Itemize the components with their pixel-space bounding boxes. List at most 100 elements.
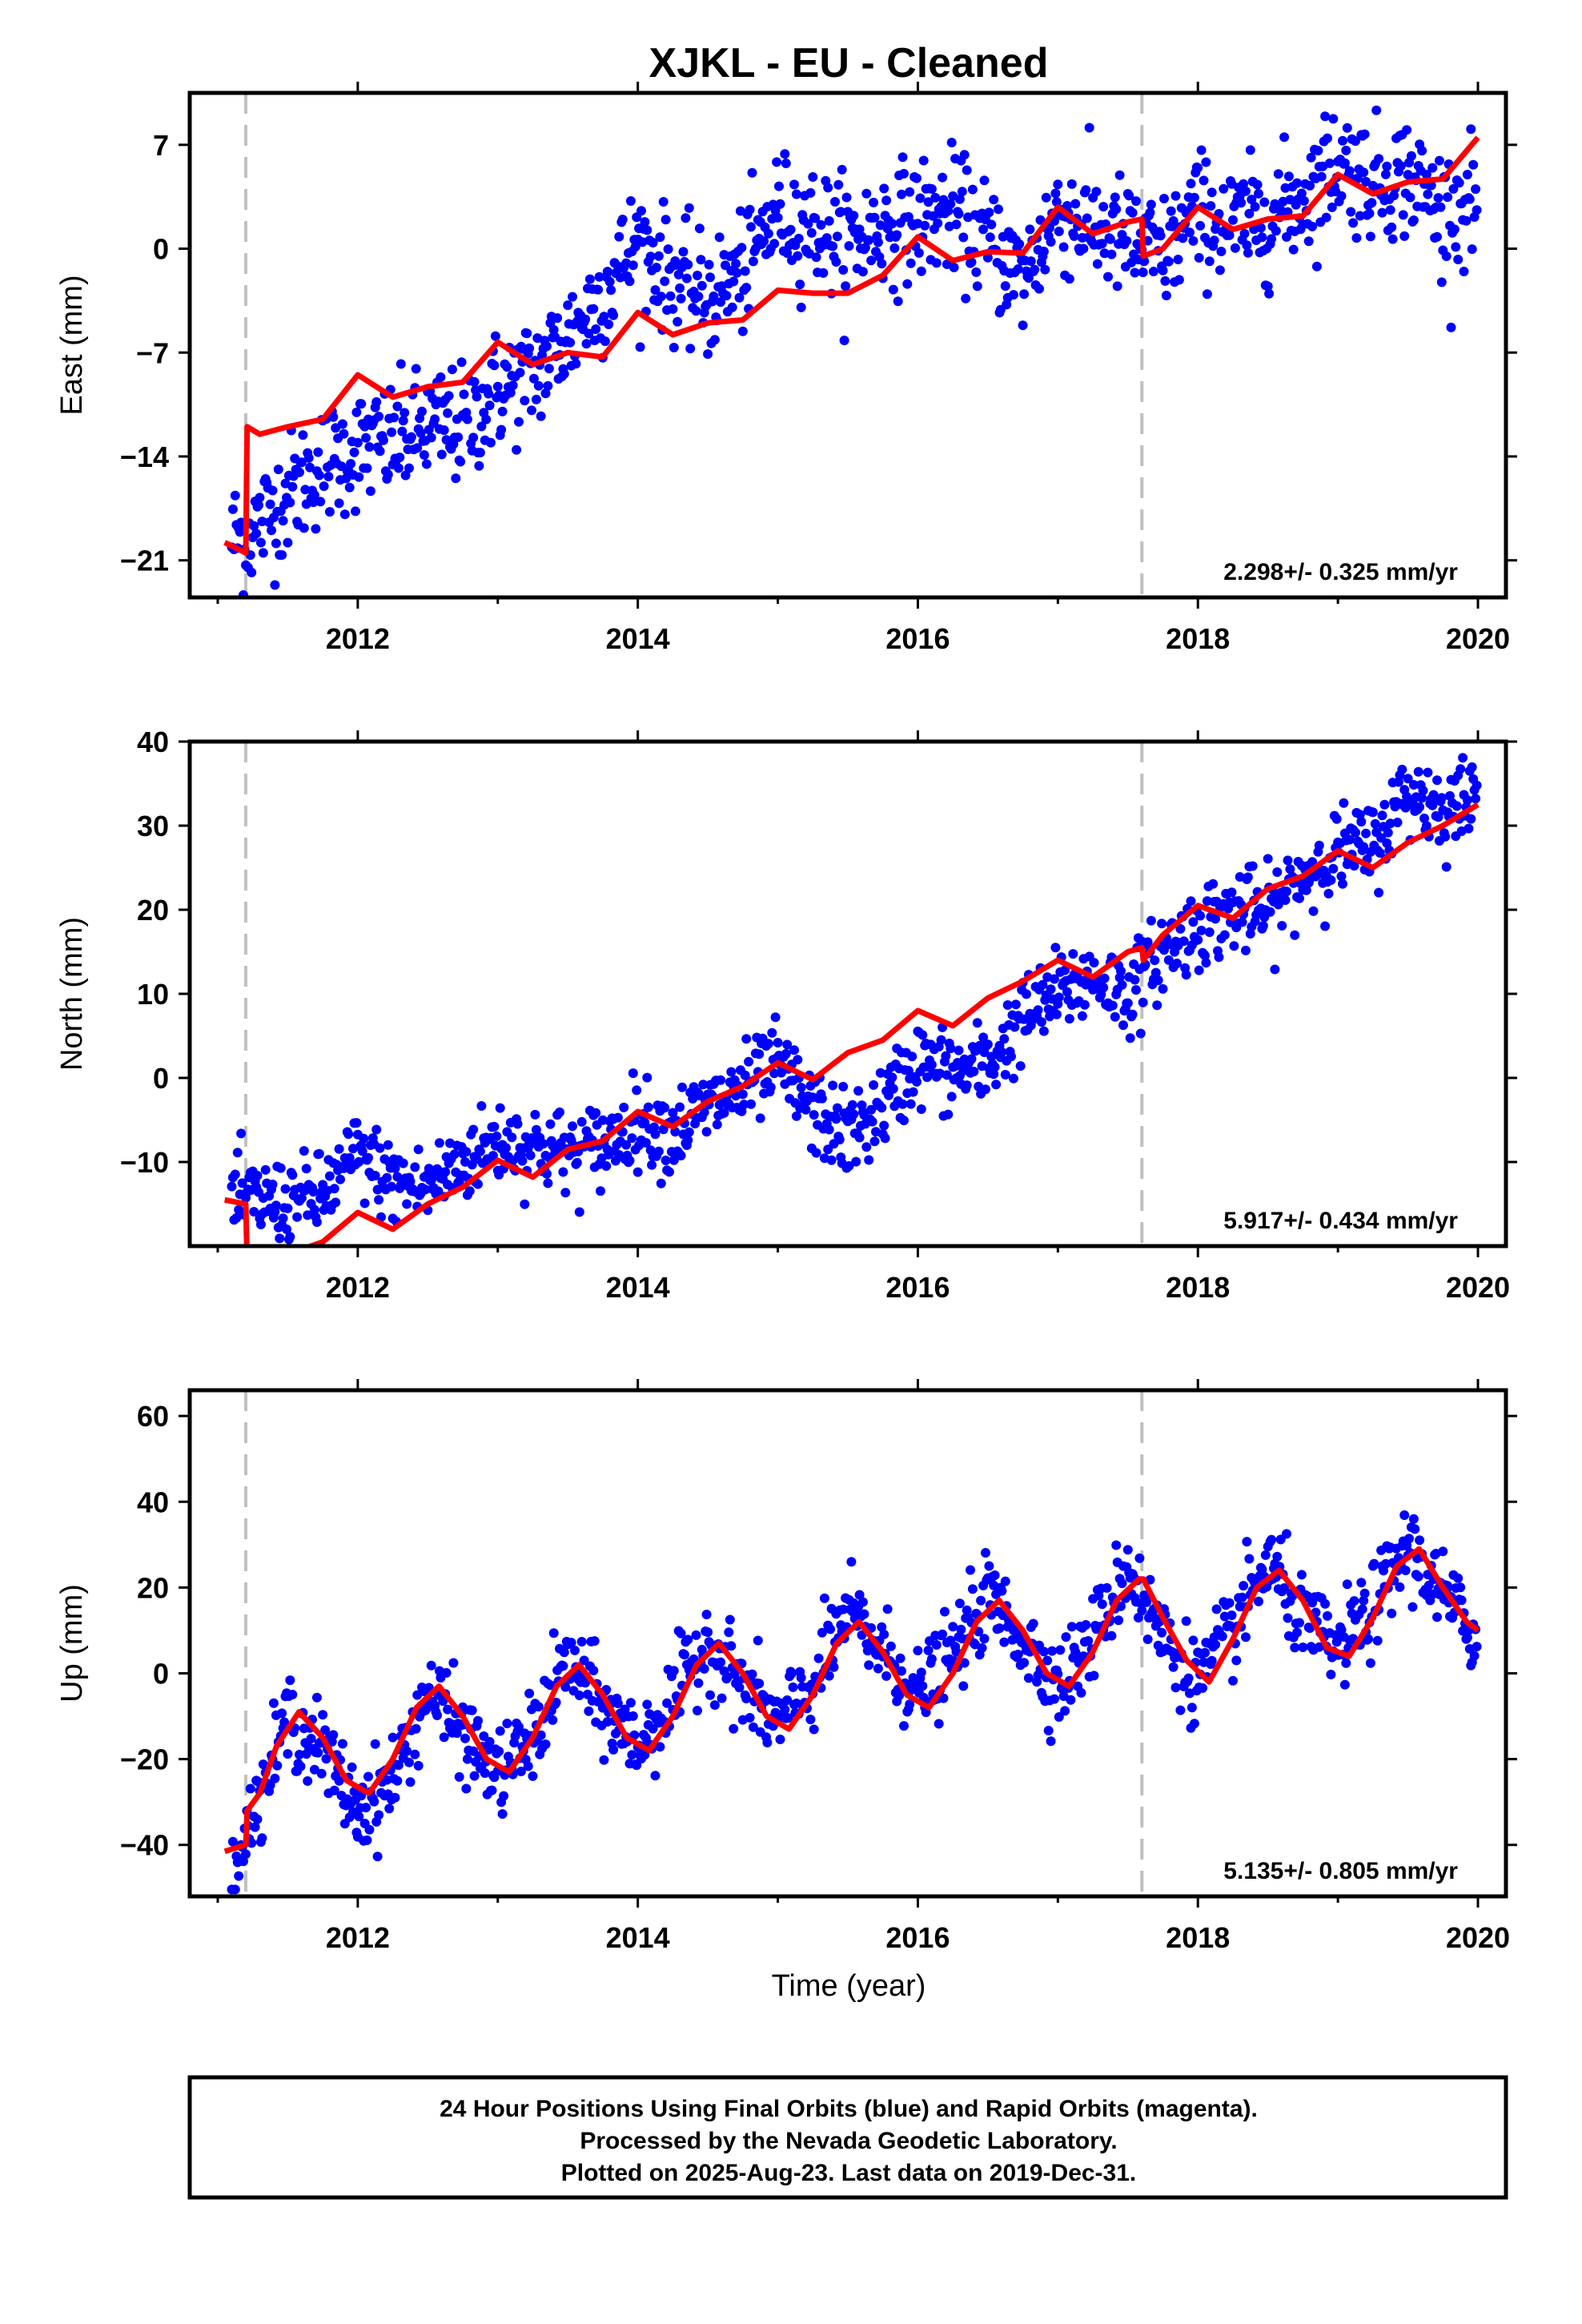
data-point xyxy=(684,1127,694,1137)
data-point xyxy=(405,1176,416,1187)
data-point xyxy=(1239,228,1250,239)
data-point xyxy=(397,426,408,436)
data-point xyxy=(545,1680,556,1691)
data-point xyxy=(809,1110,819,1120)
data-point xyxy=(265,499,275,509)
data-point xyxy=(785,224,796,235)
data-point xyxy=(1338,879,1347,889)
data-point xyxy=(227,504,238,514)
data-point xyxy=(1206,201,1216,211)
data-point xyxy=(299,1146,309,1156)
data-point xyxy=(260,1164,271,1175)
data-point xyxy=(328,412,339,422)
data-point xyxy=(530,1109,540,1120)
data-point xyxy=(309,490,319,501)
data-point xyxy=(551,1697,561,1707)
data-point xyxy=(640,217,650,227)
data-point xyxy=(387,427,397,437)
data-point xyxy=(292,1212,303,1222)
data-point xyxy=(484,1737,495,1747)
y-tick-label: 60 xyxy=(137,1400,169,1433)
data-point xyxy=(563,300,573,311)
data-point xyxy=(650,285,661,296)
data-point xyxy=(1202,896,1212,907)
data-point xyxy=(1432,231,1442,242)
data-point xyxy=(542,341,552,352)
data-point xyxy=(1082,213,1092,223)
data-point xyxy=(1383,827,1393,838)
data-point xyxy=(1305,1623,1315,1633)
data-point xyxy=(729,1723,739,1734)
data-point xyxy=(1361,828,1371,838)
data-point xyxy=(665,291,676,301)
data-point xyxy=(285,1675,295,1686)
data-point xyxy=(701,1127,712,1137)
data-point xyxy=(981,1084,990,1095)
data-point xyxy=(1125,1033,1135,1043)
y-axis-label: North (mm) xyxy=(55,917,89,1071)
data-point xyxy=(962,165,972,175)
data-point xyxy=(737,1089,748,1100)
data-point xyxy=(782,1695,793,1705)
data-point xyxy=(309,1764,319,1775)
data-point xyxy=(936,1035,946,1045)
data-point xyxy=(594,271,604,282)
data-point xyxy=(392,1775,403,1786)
data-point xyxy=(839,336,849,346)
data-point xyxy=(669,343,679,352)
data-point xyxy=(853,1086,864,1096)
data-point xyxy=(747,1669,757,1679)
data-point xyxy=(1214,952,1224,963)
data-point xyxy=(1130,975,1140,985)
data-point xyxy=(1245,145,1255,155)
data-point xyxy=(475,1146,485,1156)
data-point xyxy=(1175,1705,1186,1715)
data-point xyxy=(1009,290,1018,300)
up-panel: 2012 2014 2016 2018 2020 60 40 20 0 −20 −40 Up (mm)… xyxy=(55,1379,1517,1954)
data-point xyxy=(1438,1546,1448,1557)
data-point xyxy=(873,237,883,247)
data-point xyxy=(1375,848,1385,858)
data-point xyxy=(982,252,993,263)
data-point xyxy=(374,1195,384,1205)
data-point xyxy=(866,255,877,266)
data-point xyxy=(982,1039,993,1050)
data-point xyxy=(866,1104,877,1115)
data-point xyxy=(994,204,1003,215)
data-point xyxy=(523,1761,533,1771)
data-point xyxy=(473,1715,483,1726)
data-point xyxy=(1000,281,1010,292)
data-point xyxy=(347,1762,357,1772)
data-point xyxy=(1122,1545,1133,1555)
data-point xyxy=(1163,955,1174,965)
data-point xyxy=(255,493,265,503)
data-point xyxy=(699,1663,709,1674)
data-point xyxy=(1122,235,1132,246)
data-point xyxy=(272,1760,283,1771)
data-point xyxy=(627,1133,637,1144)
data-point xyxy=(899,1116,909,1126)
data-point xyxy=(892,230,902,240)
data-point xyxy=(769,1068,780,1079)
data-point xyxy=(824,1124,834,1135)
data-point xyxy=(351,506,360,517)
data-point xyxy=(727,302,737,312)
data-point xyxy=(897,189,906,199)
data-point xyxy=(393,1760,404,1771)
data-point xyxy=(905,258,916,268)
data-point xyxy=(1237,1592,1247,1602)
data-point xyxy=(1043,1726,1054,1735)
data-point xyxy=(989,1069,999,1080)
data-point xyxy=(351,407,362,417)
data-point xyxy=(967,184,978,195)
data-point xyxy=(361,1803,371,1813)
data-point xyxy=(793,1055,803,1065)
data-point xyxy=(984,207,994,218)
data-point xyxy=(502,362,512,372)
data-point xyxy=(744,1056,754,1067)
data-point xyxy=(1331,1637,1342,1647)
data-point xyxy=(502,1719,512,1729)
footer-line-3: Plotted on 2025-Aug-23. Last data on 201… xyxy=(561,2160,1137,2186)
x-tick-label: 2012 xyxy=(326,622,390,655)
data-point xyxy=(1081,185,1091,195)
